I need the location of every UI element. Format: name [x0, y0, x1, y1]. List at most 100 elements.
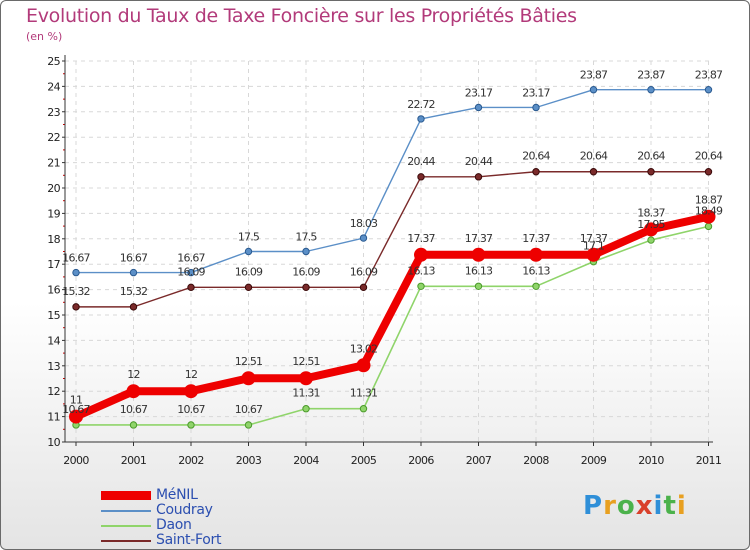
y-tick-label-25: 25	[47, 55, 60, 68]
y-tick-label-16: 16	[47, 284, 60, 297]
point-coudray-2004	[302, 247, 310, 256]
point-coudray-2008	[532, 103, 540, 112]
legend-item-daon: Daon	[101, 517, 321, 534]
x-tick-label-2007: 2007	[466, 454, 492, 467]
data-label-menil-2006: 17.37	[407, 232, 435, 245]
point-saint-fort-2008	[532, 168, 540, 176]
logo-letter: t	[663, 491, 677, 521]
logo-letter: i	[676, 491, 687, 521]
point-daon-2006	[417, 282, 425, 290]
series-line-daon	[76, 225, 709, 426]
data-label-coudray-2007: 23.17	[465, 86, 493, 99]
data-label-menil-2007: 17.37	[465, 232, 493, 245]
data-label-daon-2002: 10.67	[177, 403, 205, 416]
y-tick-label-15: 15	[47, 309, 60, 322]
data-label-saint-fort-2006: 20.44	[407, 155, 435, 168]
y-tick-label-20: 20	[47, 182, 60, 195]
x-tick-label-2008: 2008	[523, 454, 549, 467]
data-label-daon-2005: 11.31	[350, 387, 378, 400]
series-line-menil	[74, 212, 710, 421]
data-label-saint-fort-2000: 15.32	[62, 285, 90, 298]
point-daon-2011	[704, 222, 713, 231]
point-coudray-2010	[647, 86, 655, 94]
point-saint-fort-2000	[72, 303, 80, 311]
point-daon-2008	[532, 282, 540, 290]
legend-item-saint-fort: Saint-Fort	[101, 532, 321, 549]
data-label-saint-fort-2008: 20.64	[522, 150, 550, 163]
data-label-daon-2000: 10.67	[62, 403, 90, 416]
legend-item-menil: MéNIL	[101, 487, 321, 504]
data-labels: 16.67 16.67 16.67 17.5 17.5 18.03 22.72 23.17 23…	[62, 69, 724, 416]
data-label-menil-2003: 12.51	[235, 355, 263, 368]
point-coudray-2009	[589, 86, 598, 94]
point-saint-fort-2004	[302, 283, 310, 292]
data-label-menil-2004: 12.51	[292, 355, 320, 368]
data-label-coudray-2008: 23.17	[522, 86, 550, 99]
data-label-menil-2011: 18.87	[695, 194, 723, 207]
y-tick-label-24: 24	[47, 80, 60, 93]
y-tick-label-17: 17	[47, 258, 60, 271]
logo-letter: r	[603, 491, 617, 521]
x-tick-label-2009: 2009	[581, 454, 607, 467]
point-saint-fort-2001	[129, 303, 138, 311]
y-tick-label-18: 18	[47, 233, 60, 246]
point-daon-2010	[647, 236, 655, 244]
data-label-daon-2003: 10.67	[235, 403, 263, 416]
data-label-saint-fort-2003: 16.09	[235, 265, 263, 278]
point-menil-2002	[184, 384, 198, 399]
point-daon-2001	[129, 421, 138, 429]
point-saint-fort-2010	[647, 168, 655, 176]
data-label-coudray-2003: 17.5	[238, 231, 260, 244]
data-label-daon-2011: 18.49	[695, 204, 723, 217]
point-coudray-2003	[244, 247, 253, 256]
data-label-coudray-2001: 16.67	[120, 252, 148, 265]
point-menil-2010	[644, 222, 658, 237]
legend-swatch-menil	[101, 491, 151, 500]
legend-label-saint-fort: Saint-Fort	[156, 532, 222, 548]
point-saint-fort-2003	[244, 283, 253, 292]
x-tick-label-2010: 2010	[638, 454, 664, 467]
data-label-coudray-2011: 23.87	[695, 69, 723, 82]
data-label-saint-fort-2007: 20.44	[465, 155, 493, 168]
x-tick-label-2001: 2001	[121, 454, 147, 467]
y-tick-label-11: 11	[47, 411, 60, 424]
point-saint-fort-2002	[187, 283, 195, 292]
legend-item-coudray: Coudray	[101, 502, 321, 519]
data-label-saint-fort-2004: 16.09	[292, 265, 320, 278]
point-menil-2008	[529, 247, 543, 262]
point-menil-2000	[69, 409, 83, 424]
grid	[65, 60, 713, 443]
data-label-coudray-2002: 16.67	[177, 252, 205, 265]
point-menil-2005	[356, 358, 371, 373]
point-saint-fort-2009	[589, 168, 598, 176]
data-label-saint-fort-2001: 15.32	[120, 285, 148, 298]
point-coudray-2000	[72, 268, 80, 277]
data-label-coudray-2009: 23.87	[580, 69, 608, 82]
point-daon-2007	[474, 282, 483, 290]
point-coudray-2011	[704, 86, 713, 94]
legend-swatch-saint-fort	[101, 540, 151, 542]
data-label-coudray-2010: 23.87	[637, 69, 665, 82]
point-coudray-2006	[417, 115, 425, 123]
y-tick-label-13: 13	[47, 360, 60, 373]
y-tick-label-23: 23	[47, 106, 60, 119]
data-label-daon-2006: 16.13	[407, 264, 435, 277]
data-label-menil-2010: 18.37	[637, 206, 665, 219]
data-label-menil-2002: 12	[185, 368, 197, 381]
x-tick-label-2011: 2011	[696, 454, 722, 467]
point-coudray-2005	[359, 234, 368, 242]
point-daon-2004	[302, 405, 310, 413]
data-label-saint-fort-2009: 20.64	[580, 150, 608, 163]
point-menil-2007	[471, 247, 486, 262]
point-menil-2003	[241, 371, 256, 386]
chart-subtitle: (en %)	[26, 30, 63, 43]
x-tick-label-2000: 2000	[63, 454, 89, 467]
point-menil-2011	[701, 209, 716, 224]
x-tick-label-2003: 2003	[236, 454, 262, 467]
x-tick-label-2002: 2002	[178, 454, 204, 467]
series-group	[69, 86, 716, 429]
y-tick-label-10: 10	[47, 436, 60, 449]
logo-letter: o	[616, 491, 636, 521]
y-tick-label-14: 14	[47, 334, 60, 347]
